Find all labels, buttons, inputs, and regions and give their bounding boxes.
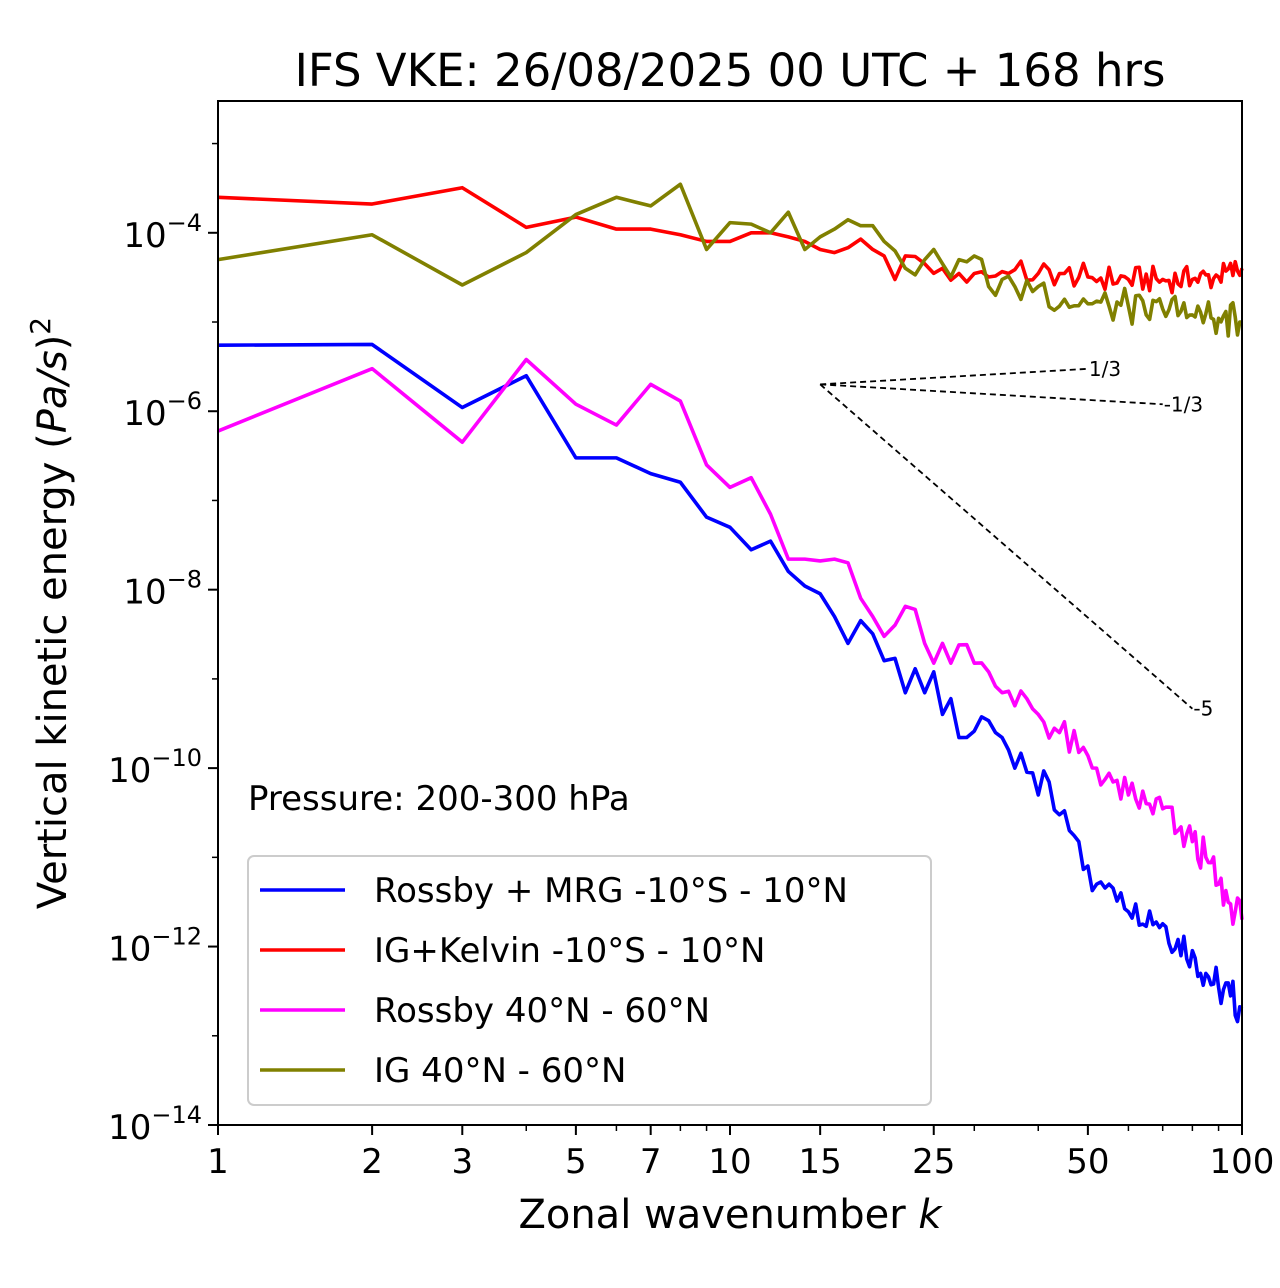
y-tick-label: 10−10 (108, 744, 202, 791)
y-axis-label-exponent: 2 (24, 317, 57, 335)
legend-label-2: IG+Kelvin -10°S - 10°N (374, 931, 765, 971)
y-tick-label: 10−14 (108, 1101, 202, 1148)
x-axis-label-variable: k (918, 1192, 943, 1238)
y-tick-exponent: −10 (151, 744, 202, 772)
chart-title: IFS VKE: 26/08/2025 00 UTC + 168 hrs (295, 44, 1166, 97)
slope-line-2 (820, 383, 1163, 406)
x-tick-label: 50 (1066, 1142, 1109, 1182)
x-tick-label: 100 (1210, 1142, 1275, 1182)
legend-box (247, 855, 932, 1106)
y-axis-label-close: ) (30, 335, 76, 351)
y-tick-label: 10−8 (123, 566, 202, 613)
x-tick-label: 1 (207, 1142, 229, 1182)
y-tick-base: 10 (108, 930, 151, 970)
series-line-1 (217, 342, 1244, 1024)
series-line-3 (217, 357, 1244, 927)
legend-label-4: IG 40°N - 60°N (374, 1051, 626, 1091)
legend-entries: Rossby + MRG -10°S - 10°N IG+Kelvin -10°S… (260, 871, 848, 1091)
x-axis-label: Zonal wavenumber k (518, 1192, 943, 1238)
y-tick-label: 10−12 (108, 923, 202, 970)
x-tick-label: 7 (640, 1142, 662, 1182)
x-tick-label: 2 (361, 1142, 383, 1182)
reference-slopes: 1/3 -1/3 -5 (819, 357, 1213, 721)
legend-label-1: Rossby + MRG -10°S - 10°N (374, 871, 848, 911)
y-tick-label: 10−6 (123, 387, 202, 434)
x-axis-ticks: 1 2 3 5 7 10 15 25 50 100 (207, 1125, 1274, 1182)
y-tick-base: 10 (108, 1108, 151, 1148)
x-tick-label: 3 (451, 1142, 473, 1182)
y-tick-base: 10 (123, 216, 166, 256)
x-axis-label-text: Zonal wavenumber (518, 1192, 918, 1238)
y-axis-label-variable: Pa/s (30, 350, 76, 433)
y-tick-base: 10 (123, 573, 166, 613)
slope-line-1 (820, 367, 1088, 386)
series-group (217, 182, 1244, 1024)
x-tick-label: 25 (912, 1142, 955, 1182)
y-axis-label-text: Vertical kinetic energy ( (30, 433, 76, 909)
series-line-4 (217, 182, 1243, 338)
x-tick-label: 10 (708, 1142, 751, 1182)
y-tick-exponent: −14 (151, 1101, 202, 1129)
y-axis-label: Vertical kinetic energy (Pa/s)2 (24, 317, 76, 909)
y-tick-exponent: −12 (151, 923, 202, 951)
slope-label-2: -1/3 (1164, 392, 1203, 416)
y-tick-exponent: −6 (167, 387, 202, 415)
y-tick-exponent: −8 (167, 566, 202, 594)
legend: Rossby + MRG -10°S - 10°N IG+Kelvin -10°S… (247, 855, 932, 1106)
slope-label-3: -5 (1193, 697, 1213, 721)
slope-label-1: 1/3 (1089, 357, 1121, 381)
y-tick-exponent: −4 (167, 209, 202, 237)
legend-label-3: Rossby 40°N - 60°N (374, 991, 710, 1031)
slope-line-3 (819, 383, 1193, 710)
y-tick-base: 10 (108, 751, 151, 791)
x-tick-label: 15 (799, 1142, 842, 1182)
y-tick-base: 10 (123, 394, 166, 434)
y-tick-label: 10−4 (123, 209, 202, 256)
pressure-annotation: Pressure: 200-300 hPa (248, 779, 630, 819)
x-tick-label: 5 (565, 1142, 587, 1182)
series-line-2 (217, 185, 1244, 295)
